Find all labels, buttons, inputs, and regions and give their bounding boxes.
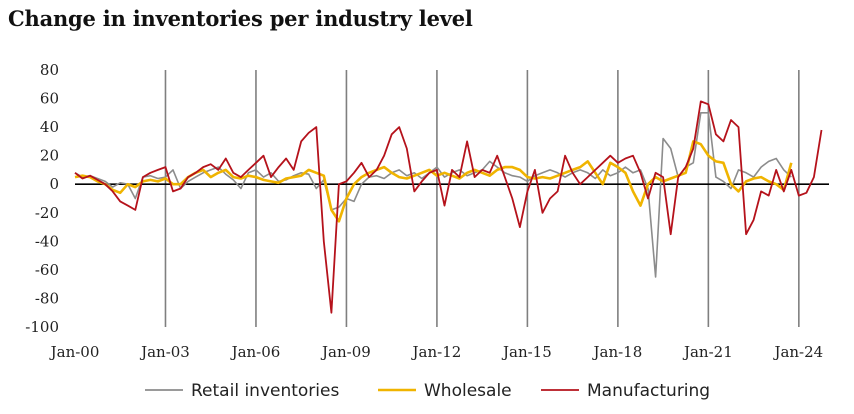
y-tick-label: 60 xyxy=(40,90,59,108)
y-tick-label: 0 xyxy=(49,175,59,193)
series-line-retail-inventories xyxy=(74,112,792,278)
x-tick-label: Jan-09 xyxy=(320,343,371,361)
x-tick-label: Jan-00 xyxy=(49,343,100,361)
legend-label: Wholesale xyxy=(424,381,512,401)
chart-title: Change in inventories per industry level xyxy=(8,6,473,31)
y-tick-label: -100 xyxy=(25,318,59,336)
series-line-wholesale xyxy=(74,140,793,223)
x-tick-label: Jan-15 xyxy=(501,343,552,361)
x-tick-label: Jan-24 xyxy=(772,343,823,361)
y-tick-label: -40 xyxy=(35,232,59,250)
vertical-gridlines xyxy=(164,70,800,327)
series-lines xyxy=(74,100,823,314)
x-tick-label: Jan-18 xyxy=(591,343,642,361)
x-tick-label: Jan-21 xyxy=(682,343,733,361)
y-axis: 80 60 40 20 0 -20 -40 -60 -80 -100 xyxy=(25,61,59,336)
x-axis: Jan-00 Jan-03 Jan-06 Jan-09 Jan-12 Jan-15 Jan-… xyxy=(49,343,824,361)
y-tick-label: 80 xyxy=(40,61,59,79)
y-tick-label: 20 xyxy=(40,147,59,165)
legend-label: Manufacturing xyxy=(587,381,710,401)
y-tick-label: -60 xyxy=(35,261,59,279)
x-tick-label: Jan-03 xyxy=(139,343,190,361)
series-line-manufacturing xyxy=(74,100,823,314)
legend-label: Retail inventories xyxy=(191,381,339,401)
x-tick-label: Jan-06 xyxy=(230,343,281,361)
y-tick-label: 40 xyxy=(40,118,59,136)
x-tick-label: Jan-12 xyxy=(411,343,462,361)
y-tick-label: -80 xyxy=(35,289,59,307)
legend: Retail inventories Wholesale Manufacturing xyxy=(145,381,710,401)
y-tick-label: -20 xyxy=(35,204,59,222)
